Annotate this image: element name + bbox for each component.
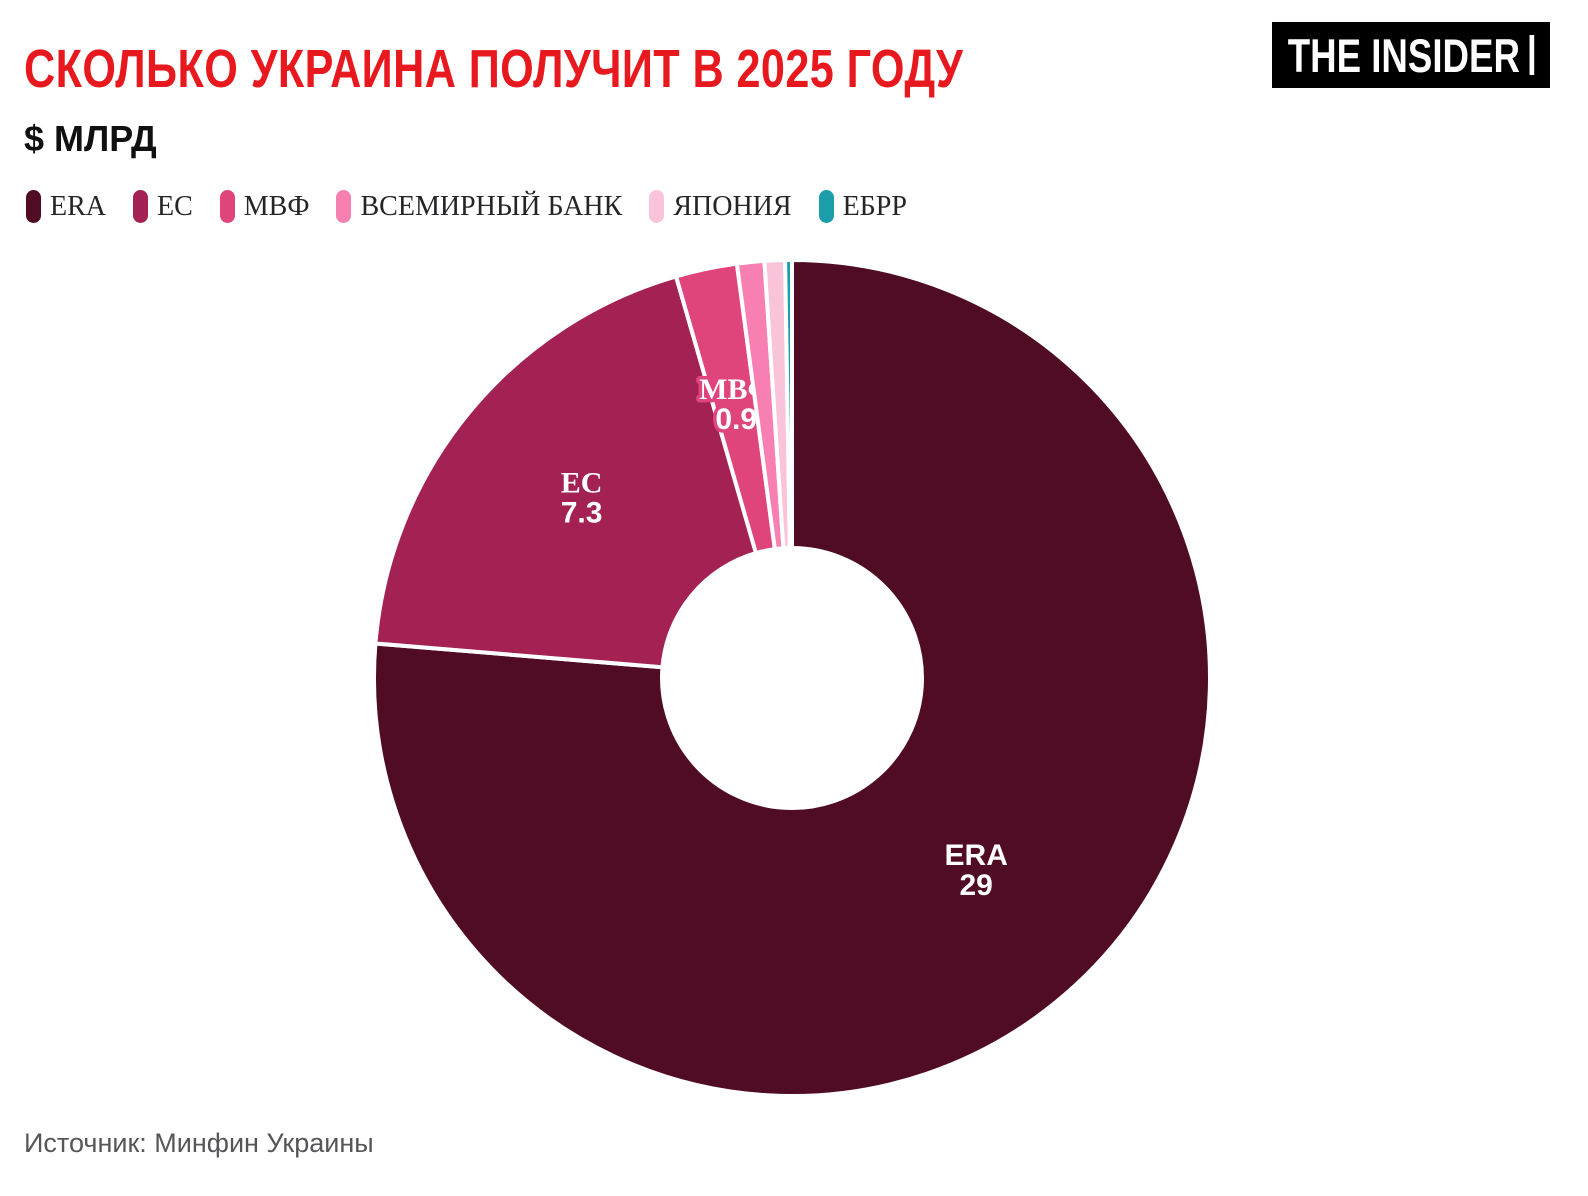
the-insider-logo: THE INSIDER [1272, 22, 1550, 88]
legend-swatch-world-bank [336, 190, 352, 223]
legend-label-japan: ЯПОНИЯ [673, 190, 792, 222]
legend-item-mvf: МВФ [219, 190, 310, 223]
logo-cursor-bar-icon [1529, 35, 1535, 75]
pie-slice-era [372, 258, 1212, 1098]
legend-label-ebrd: ЕБРР [842, 190, 907, 222]
legend-swatch-ebrd [818, 190, 834, 223]
slice-label-ec: ЕС 7.3 [561, 467, 603, 530]
logo-inner: THE INSIDER [1287, 28, 1535, 83]
legend-swatch-japan [649, 190, 665, 223]
pie-slice-ebrd [783, 258, 794, 551]
legend-swatch-era [26, 190, 41, 223]
units-subtitle: $ МЛРД [24, 118, 157, 159]
source-note: Источник: Минфин Украины [24, 1128, 374, 1158]
slice-label-era: ERA 29 [945, 839, 1008, 902]
legend-label-ec: ЕС [157, 190, 193, 222]
pie-slice-ec [373, 274, 758, 670]
chart-legend: ERA ЕС МВФ ВСЕМИРНЫЙ БАНК ЯПОНИЯ ЕБРР [26, 190, 907, 223]
logo-text: THE INSIDER [1287, 28, 1521, 82]
legend-item-ec: ЕС [133, 190, 193, 223]
legend-item-era: ERA [26, 190, 106, 223]
legend-swatch-ec [133, 190, 148, 223]
legend-label-mvf: МВФ [243, 190, 310, 222]
legend-item-japan: ЯПОНИЯ [649, 190, 792, 223]
legend-item-world-bank: ВСЕМИРНЫЙ БАНК [336, 190, 622, 223]
page-title: СКОЛЬКО УКРАИНА ПОЛУЧИТ В 2025 ГОДУ [24, 39, 964, 99]
legend-swatch-mvf [219, 190, 235, 223]
legend-label-era: ERA [50, 190, 106, 222]
legend-item-ebrd: ЕБРР [818, 190, 907, 223]
legend-label-world-bank: ВСЕМИРНЫЙ БАНК [360, 190, 623, 222]
